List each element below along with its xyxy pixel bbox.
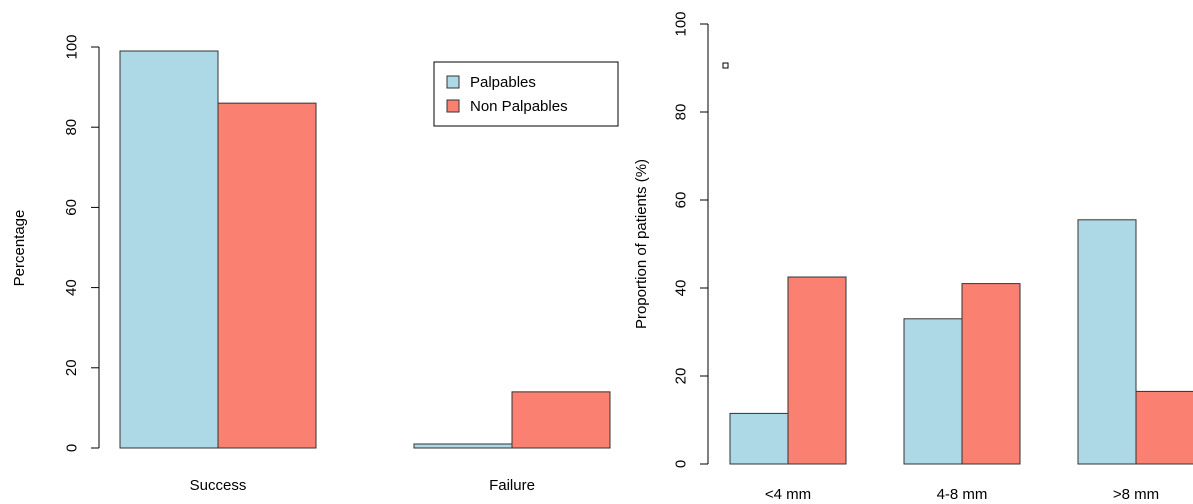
legend-swatch-palpables: [446, 75, 460, 89]
chart2-y-axis: 0 20 40 60 80 100: [672, 11, 709, 468]
chart2-bar--4-mm-series-1: [787, 276, 847, 465]
chart1-y-tick-label: 0: [63, 444, 80, 452]
chart2-x-tick-label: <4 mm: [765, 486, 811, 503]
chart2-x-tick-label: 4-8 mm: [937, 486, 988, 503]
chart1-y-axis: 0 20 40 60 80 100: [63, 34, 100, 452]
chart2-y-tick-label: 20: [672, 368, 689, 385]
chart1-x-tick-label: Failure: [489, 477, 535, 494]
legend-swatch-non-palpables: [446, 99, 460, 113]
chart2-bar--4-mm-series-0: [729, 412, 789, 465]
chart2-y-tick-label: 80: [672, 104, 689, 121]
chart1-x-tick-labels: Success Failure: [190, 477, 535, 494]
chart2-y-tick-label: 40: [672, 280, 689, 297]
legend-box: [433, 61, 619, 127]
chart2-y-tick-label: 60: [672, 192, 689, 209]
chart1-bar-failure-series-0: [413, 443, 513, 449]
legend-label-palpables: Palpables: [470, 74, 536, 91]
chart2-bar-4-8-mm-series-0: [903, 318, 963, 465]
chart2-y-tick-label: 100: [672, 11, 689, 36]
chart1-bar-failure-series-1: [511, 391, 611, 449]
chart-success-failure: 0 20 40 60 80 100 Success Failure Percentage P…: [11, 34, 619, 494]
chart1-y-tick-label: 20: [63, 359, 80, 376]
chart1-legend: Palpables Non Palpables: [433, 61, 619, 127]
chart2-bar--8-mm-series-1: [1135, 390, 1193, 465]
chart1-y-tick-label: 100: [63, 34, 80, 59]
chart2-y-tick-label: 0: [672, 460, 689, 468]
chart2-bars: [729, 219, 1193, 465]
chart1-y-tick-label: 40: [63, 279, 80, 296]
legend-label-non-palpables: Non Palpables: [470, 98, 568, 115]
chart1-bar-success-series-0: [119, 50, 219, 449]
chart1-bars: [119, 50, 611, 449]
chart2-bar--8-mm-series-0: [1077, 219, 1137, 465]
chart1-x-tick-label: Success: [190, 477, 247, 494]
chart1-y-axis-title: Percentage: [11, 210, 28, 287]
chart1-y-tick-label: 80: [63, 119, 80, 136]
chart2-x-tick-label: >8 mm: [1113, 486, 1159, 503]
chart1-y-tick-label: 60: [63, 199, 80, 216]
stray-marker-square: [722, 62, 729, 69]
chart2-x-tick-labels: <4 mm 4-8 mm >8 mm: [765, 486, 1159, 503]
chart2-y-axis-title: Proportion of patients (%): [633, 159, 650, 329]
chart1-bar-success-series-1: [217, 102, 317, 449]
chart2-bar-4-8-mm-series-1: [961, 283, 1021, 465]
chart-proportion-by-size: 0 20 40 60 80 100 <4 mm 4-8 mm >8 mm Proportion…: [633, 11, 1193, 503]
